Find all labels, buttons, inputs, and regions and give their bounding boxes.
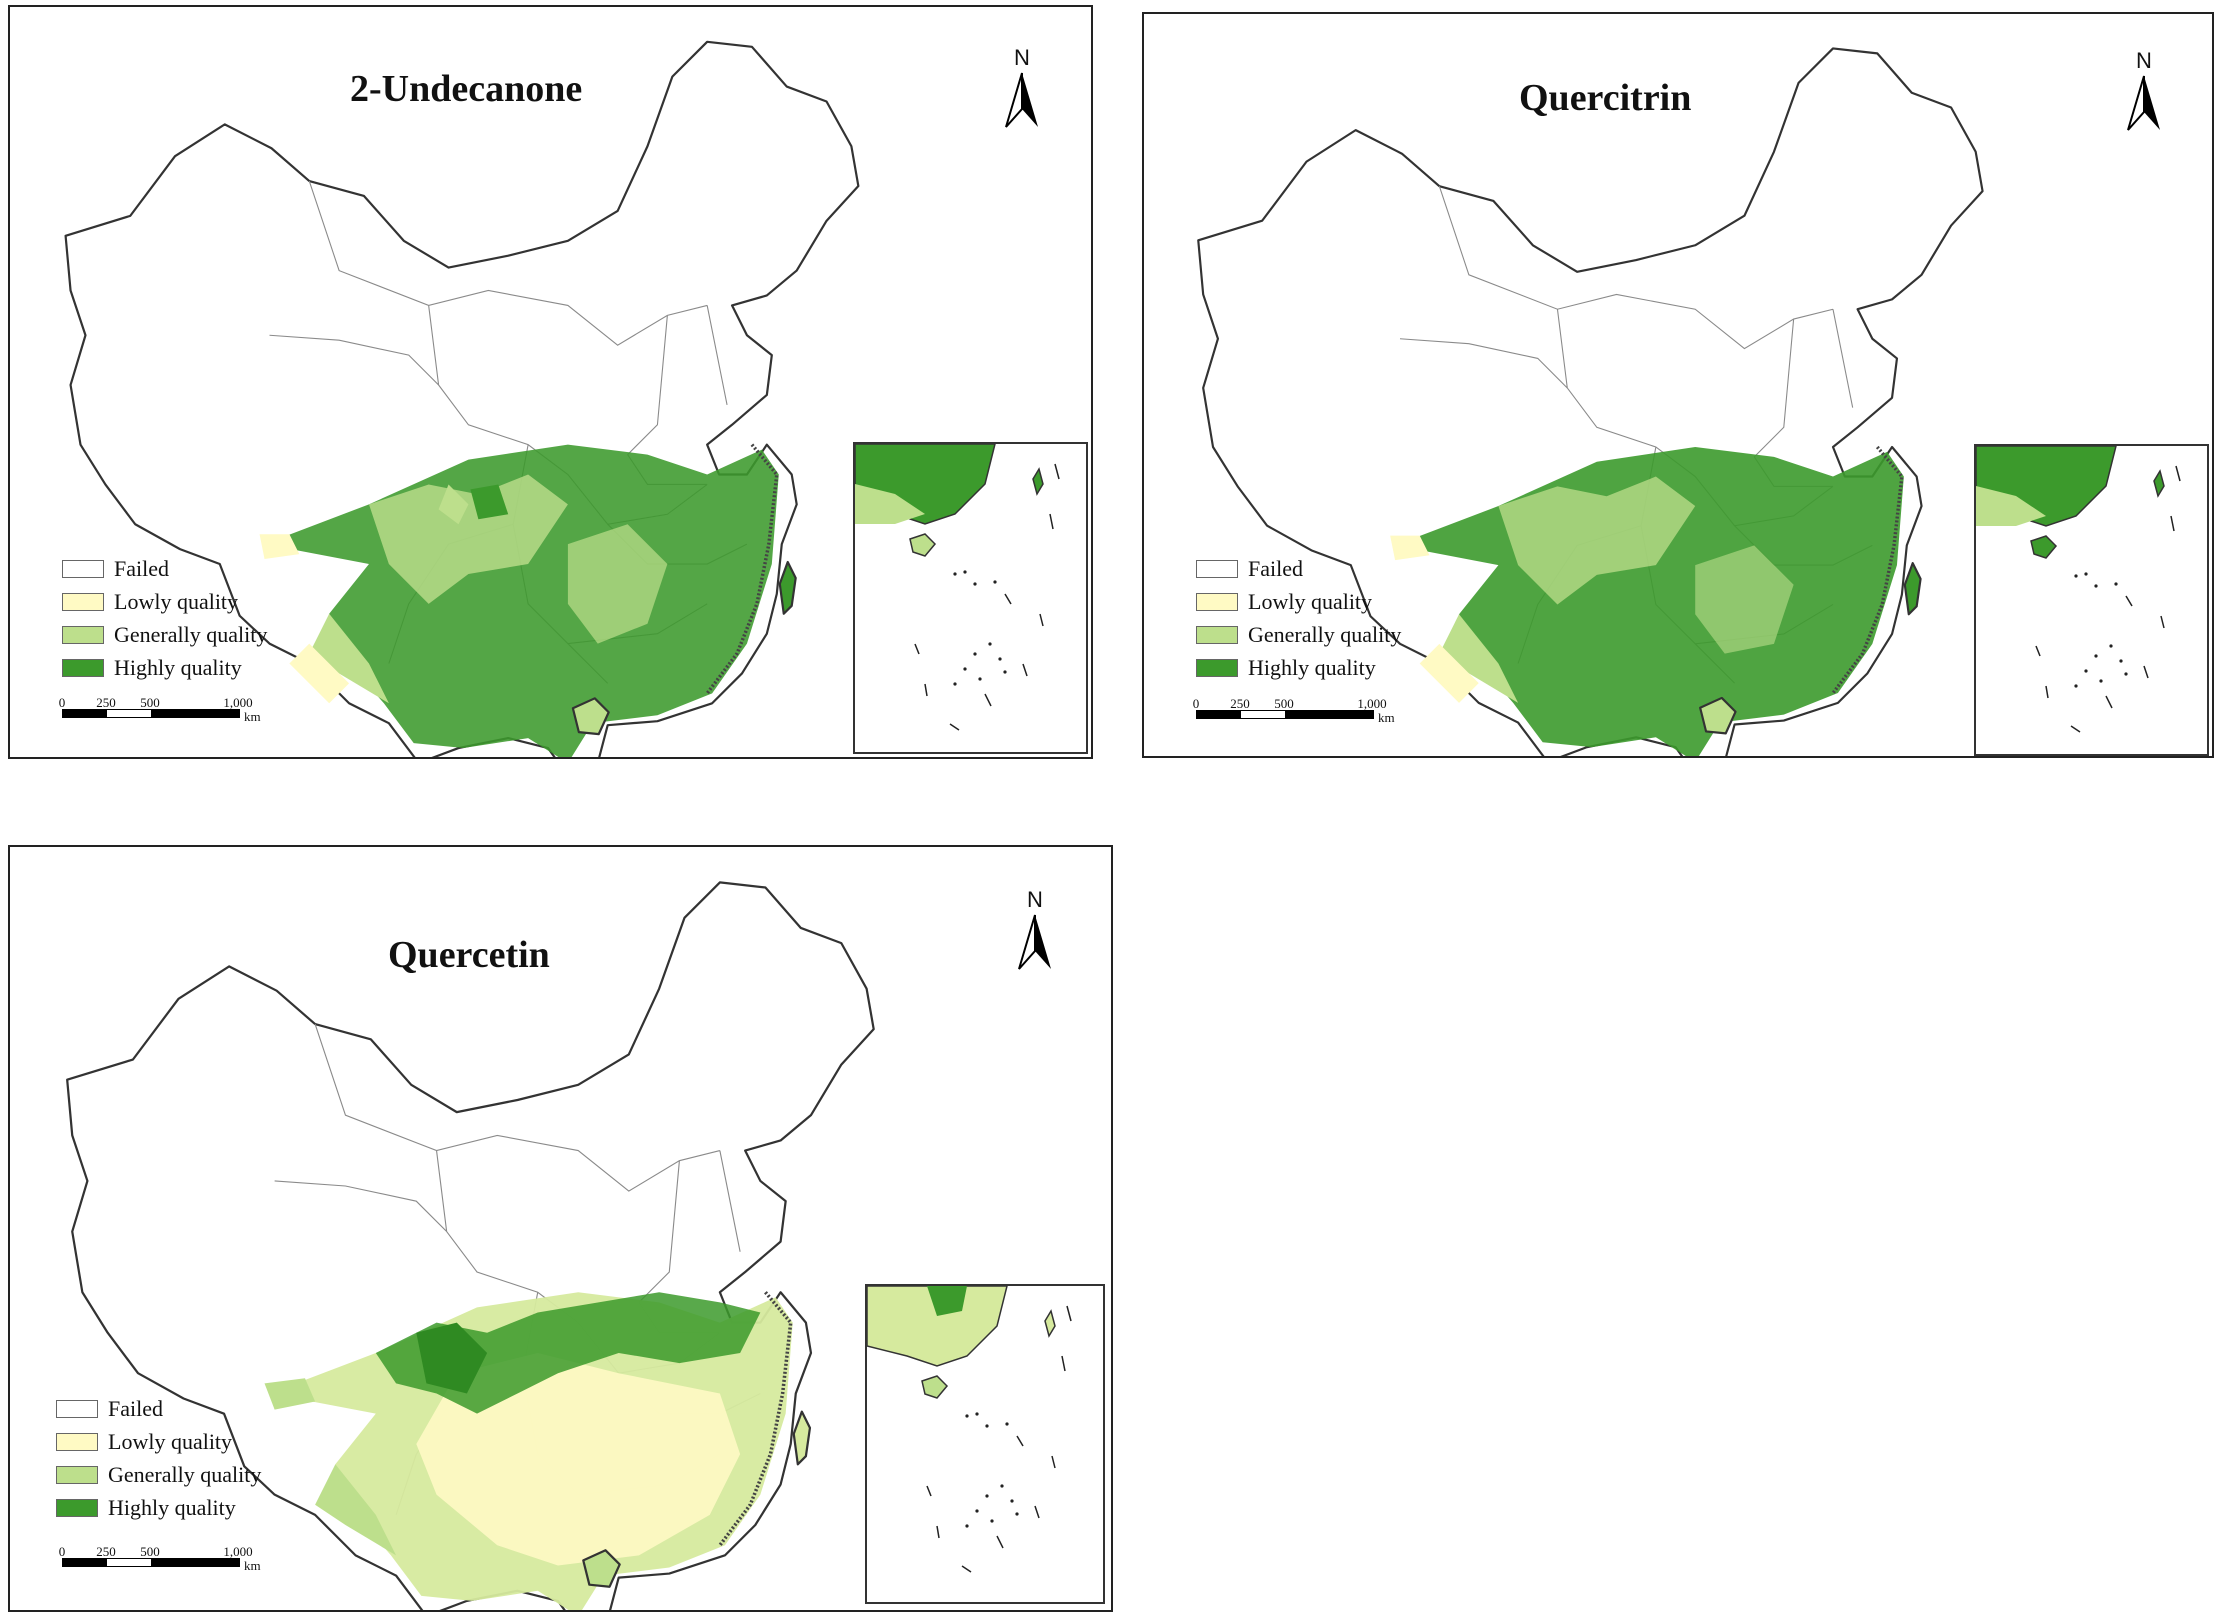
legend-item-failed: Failed (56, 1392, 261, 1425)
legend-item-highly: Highly quality (56, 1491, 261, 1524)
north-arrow-icon (1005, 72, 1038, 128)
north-arrow: N (1002, 45, 1042, 136)
map-panel-quercetin: Quercetin N Failed Lowly quality General… (8, 845, 1113, 1612)
scale-unit: km (1378, 710, 1395, 725)
scale-unit: km (244, 1558, 261, 1573)
legend-swatch (56, 1498, 98, 1517)
legend-item-generally: Generally quality (62, 618, 267, 651)
scale-tick: 0 (1192, 696, 1200, 711)
map-panel-quercitrin: Quercitrin N Failed Lowly quality Genera… (1142, 12, 2214, 758)
scale-tick: 500 (140, 1544, 160, 1559)
legend-label: Highly quality (114, 654, 242, 680)
scale-ticks: 0 250 500 1,000 (1192, 696, 1387, 711)
legend-swatch (56, 1399, 98, 1418)
scale-tick: 250 (96, 1544, 116, 1559)
suitability-fill (264, 1292, 793, 1610)
legend-swatch (62, 559, 104, 578)
scale-tick: 1,000 (1357, 696, 1387, 711)
legend-label: Lowly quality (1248, 588, 1373, 614)
legend-swatch (1196, 625, 1238, 644)
scale-tick: 250 (96, 695, 116, 710)
north-arrow: N (1015, 887, 1055, 978)
north-arrow-icon (1018, 914, 1051, 970)
inset-map (867, 1286, 1072, 1573)
scale-ticks: 0 250 500 1,000 (58, 695, 253, 710)
legend-label: Failed (114, 555, 169, 581)
legend-label: Generally quality (108, 1461, 262, 1487)
scale-tick: 1,000 (223, 695, 253, 710)
legend-swatch (1196, 658, 1238, 677)
legend-swatch (56, 1432, 98, 1451)
legend: Failed Lowly quality Generally quality H… (62, 552, 267, 684)
legend-swatch (62, 625, 104, 644)
scale-bar: 0 250 500 1,000 km (1192, 696, 1395, 725)
north-label: N (1027, 887, 1043, 912)
china-map (66, 881, 875, 1610)
scale-tick: 500 (140, 695, 160, 710)
legend-swatch (62, 658, 104, 677)
legend-label: Lowly quality (108, 1428, 233, 1454)
scale-unit: km (244, 709, 261, 724)
north-arrow: N (2124, 48, 2164, 139)
south-china-sea-inset (865, 1284, 1105, 1604)
legend-item-generally: Generally quality (1196, 618, 1401, 651)
legend-item-lowly: Lowly quality (1196, 585, 1401, 618)
north-label: N (1014, 45, 1030, 70)
scale-bar-graphic (62, 709, 240, 718)
south-china-sea-inset (853, 442, 1088, 754)
legend-item-generally: Generally quality (56, 1458, 261, 1491)
scale-bar-graphic (1196, 710, 1374, 719)
china-map (64, 40, 860, 757)
legend-label: Generally quality (114, 621, 268, 647)
legend-label: Highly quality (108, 1494, 236, 1520)
legend-item-lowly: Lowly quality (62, 585, 267, 618)
map-title: 2-Undecanone (350, 68, 583, 110)
scale-bar-graphic (62, 1558, 240, 1567)
legend-swatch (56, 1465, 98, 1484)
suitability-fill (259, 444, 779, 757)
scale-tick: 1,000 (223, 1544, 253, 1559)
inset-map (855, 444, 1060, 731)
legend-item-highly: Highly quality (1196, 651, 1401, 684)
legend-label: Lowly quality (114, 588, 239, 614)
scale-bar: 0 250 500 1,000 km (58, 1544, 261, 1573)
scale-tick: 250 (1230, 696, 1250, 711)
scale-bar: 0 250 500 1,000 km (58, 695, 261, 724)
legend-item-failed: Failed (1196, 552, 1401, 585)
map-panel-2-undecanone: 2-Undecanone N Failed Lowly quality Gene… (8, 5, 1093, 759)
inset-map (1976, 446, 2181, 733)
map-title: Quercetin (388, 934, 550, 976)
legend-item-lowly: Lowly quality (56, 1425, 261, 1458)
china-map (1197, 47, 1984, 756)
legend-swatch (1196, 559, 1238, 578)
legend-label: Generally quality (1248, 621, 1402, 647)
north-arrow-icon (2127, 75, 2160, 131)
suitability-fill (1390, 446, 1904, 756)
south-china-sea-inset (1974, 444, 2209, 756)
legend-item-failed: Failed (62, 552, 267, 585)
scale-tick: 0 (58, 695, 66, 710)
north-label: N (2136, 48, 2152, 73)
legend-item-highly: Highly quality (62, 651, 267, 684)
scale-ticks: 0 250 500 1,000 (58, 1544, 253, 1559)
legend-swatch (1196, 592, 1238, 611)
legend-label: Highly quality (1248, 654, 1376, 680)
legend-swatch (62, 592, 104, 611)
scale-tick: 500 (1274, 696, 1294, 711)
legend-label: Failed (108, 1395, 163, 1421)
map-title: Quercitrin (1519, 77, 1692, 119)
legend: Failed Lowly quality Generally quality H… (56, 1392, 261, 1524)
scale-tick: 0 (58, 1544, 66, 1559)
legend-label: Failed (1248, 555, 1303, 581)
legend: Failed Lowly quality Generally quality H… (1196, 552, 1401, 684)
